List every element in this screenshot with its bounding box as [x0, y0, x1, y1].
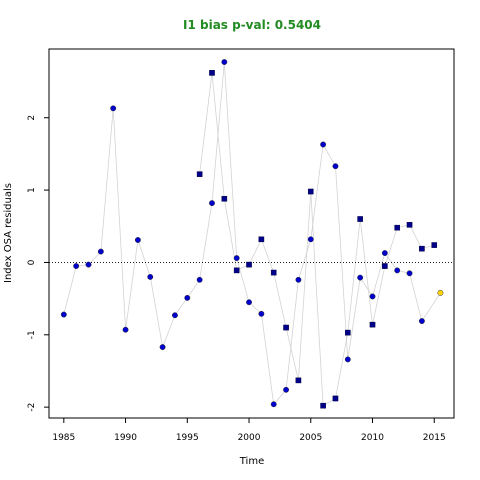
- data-point-square: [295, 377, 302, 384]
- x-tick-label: 1995: [176, 433, 199, 443]
- data-point-circle: [122, 326, 129, 333]
- series-1-line: [199, 72, 435, 407]
- data-point-circle: [233, 255, 240, 262]
- data-point-square: [258, 236, 265, 243]
- data-point-circle: [307, 236, 314, 243]
- data-point-circle: [134, 237, 141, 243]
- data-point-square: [394, 224, 401, 231]
- connector-to-last-point: [421, 292, 441, 322]
- data-point-circle: [73, 263, 80, 270]
- x-tick-label: 1985: [52, 433, 75, 443]
- y-tick-label: 1: [27, 187, 37, 193]
- data-point-square: [357, 216, 363, 222]
- data-point-circle: [196, 276, 203, 283]
- data-point-circle: [344, 356, 351, 363]
- data-point-square: [233, 267, 240, 274]
- data-point-circle: [283, 386, 290, 393]
- chart-title: I1 bias p-val: 0.5404: [183, 18, 321, 32]
- data-point-square: [283, 324, 289, 331]
- data-point-circle: [221, 59, 228, 65]
- data-point-square: [369, 321, 376, 328]
- x-axis-label: Time: [239, 456, 264, 467]
- data-point-circle: [97, 248, 104, 255]
- data-point-square: [320, 402, 326, 409]
- data-point-circle: [369, 293, 376, 300]
- data-point-circle: [147, 273, 154, 280]
- data-point-square: [382, 263, 388, 269]
- data-point-square: [209, 70, 215, 76]
- data-point-circle: [258, 310, 265, 317]
- data-point-square: [431, 242, 438, 248]
- data-point-circle: [270, 401, 277, 408]
- data-point-circle: [209, 200, 215, 207]
- y-tick-label: -2: [27, 403, 37, 412]
- x-tick-label: 2010: [361, 433, 384, 443]
- data-point-square: [270, 269, 277, 276]
- y-axis: -2 -1 0 1 2: [27, 115, 49, 412]
- data-point-square: [307, 188, 314, 195]
- data-point-circle: [85, 261, 92, 268]
- data-point-square: [196, 171, 203, 177]
- y-tick-label: 2: [27, 115, 37, 121]
- data-point-circle: [184, 294, 191, 301]
- data-point-circle: [295, 276, 302, 283]
- x-tick-label: 2000: [238, 433, 261, 443]
- data-point-circle: [394, 267, 401, 274]
- x-tick-label: 2015: [423, 433, 446, 443]
- data-point-square: [221, 195, 228, 202]
- connector-lines: [63, 61, 441, 407]
- data-point-circle: [332, 163, 339, 170]
- data-point-circle: [437, 289, 444, 296]
- x-axis: 1985 1990 1995 2000 2005 2010 2015: [52, 418, 446, 443]
- plot-frame: [48, 48, 455, 419]
- y-axis-label: Index OSA residuals: [3, 183, 14, 283]
- data-point-circle: [246, 299, 252, 306]
- data-point-circle: [110, 105, 117, 112]
- y-tick-label: -1: [27, 330, 37, 339]
- y-tick-label: 0: [27, 259, 37, 265]
- data-point-circle: [171, 312, 178, 319]
- series-0-line: [63, 61, 423, 406]
- data-point-circle: [381, 250, 388, 256]
- data-point-square: [246, 261, 252, 268]
- x-tick-label: 1990: [114, 433, 137, 443]
- data-point-circle: [159, 344, 166, 351]
- data-point-square: [406, 222, 413, 228]
- data-point-square: [332, 395, 339, 402]
- data-point-square: [345, 329, 351, 336]
- x-tick-label: 2005: [299, 433, 322, 443]
- data-point-circle: [60, 311, 67, 318]
- data-point-circle: [320, 141, 327, 148]
- data-point-square: [419, 245, 425, 252]
- data-point-circle: [406, 270, 413, 277]
- data-point-circle: [418, 318, 425, 324]
- data-point-circle: [357, 274, 364, 281]
- data-points: [60, 59, 444, 409]
